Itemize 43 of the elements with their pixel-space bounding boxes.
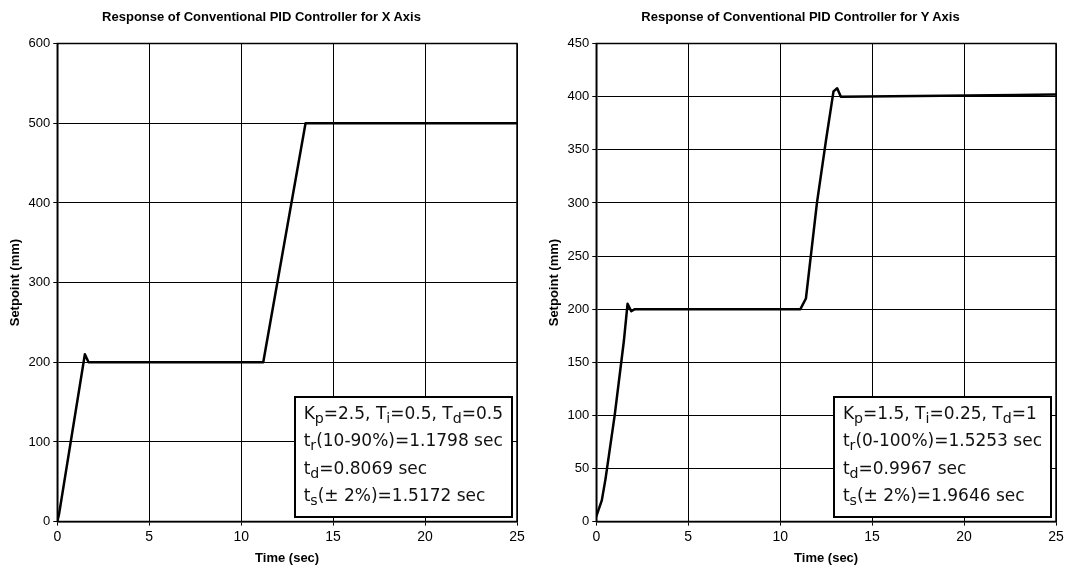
y-tick-label: 400 [28, 194, 51, 210]
y-tick-label: 0 [43, 513, 51, 529]
y-tick-label: 400 [567, 88, 590, 104]
annotation: K$_{p}$=1.5, T$_{i}$=0.25, T$_{d}$=1 [842, 402, 1038, 429]
annotation: t$_{s}$(± 2%)=1.5172 sec [303, 484, 487, 511]
y-tick-label: 300 [28, 274, 51, 290]
x-tick-label: 20 [417, 527, 434, 544]
y-tick-label: 100 [567, 406, 590, 422]
x-tick-label: 10 [233, 527, 250, 544]
x-tick-label: 5 [684, 527, 693, 544]
annotation: t$_{d}$=0.9967 sec [842, 456, 968, 484]
x-tick-label: 10 [772, 527, 789, 544]
chart-title: Response of Conventional PID Controller for X Axis [102, 9, 421, 25]
x-tick-label: 15 [325, 527, 342, 544]
x-tick-label: 0 [53, 527, 62, 544]
annotation: K$_{p}$=2.5, T$_{i}$=0.5, T$_{d}$=0.5 [303, 402, 503, 429]
x-tick-label: 20 [956, 527, 973, 544]
y-tick-label: 100 [28, 433, 51, 449]
x-tick-label: 25 [1048, 527, 1064, 544]
y-axis-title: Setpoint (mm) [546, 238, 562, 327]
y-tick-label: 350 [567, 141, 590, 157]
y-tick-label: 600 [28, 35, 51, 51]
annotation: t$_{d}$=0.8069 sec [303, 456, 429, 484]
y-tick-label: 450 [567, 35, 590, 51]
x-tick-label: 5 [145, 527, 154, 544]
y-tick-label: 500 [28, 114, 51, 130]
y-tick-label: 200 [28, 353, 51, 369]
annotation: t$_{r}$(0-100%)=1.5253 sec [842, 429, 1042, 456]
annotation: t$_{s}$(± 2%)=1.9646 sec [842, 484, 1026, 511]
y-tick-label: 150 [567, 353, 590, 369]
x-tick-label: 0 [592, 527, 601, 544]
x-tick-label: 25 [509, 527, 525, 544]
y-tick-label: 300 [567, 194, 590, 210]
chart-title: Response of Conventional PID Controller for Y Axis [641, 9, 960, 25]
y-tick-label: 50 [574, 460, 590, 476]
y-tick-label: 0 [582, 513, 590, 529]
x-tick-label: 15 [864, 527, 881, 544]
x-axis-title: Time (sec) [255, 549, 320, 565]
y-axis-title: Setpoint (mm) [7, 238, 23, 327]
y-tick-label: 200 [567, 300, 590, 316]
x-axis-title: Time (sec) [794, 549, 859, 565]
annotation: t$_{r}$(10-90%)=1.1798 sec [303, 429, 503, 456]
y-tick-label: 250 [567, 247, 590, 263]
